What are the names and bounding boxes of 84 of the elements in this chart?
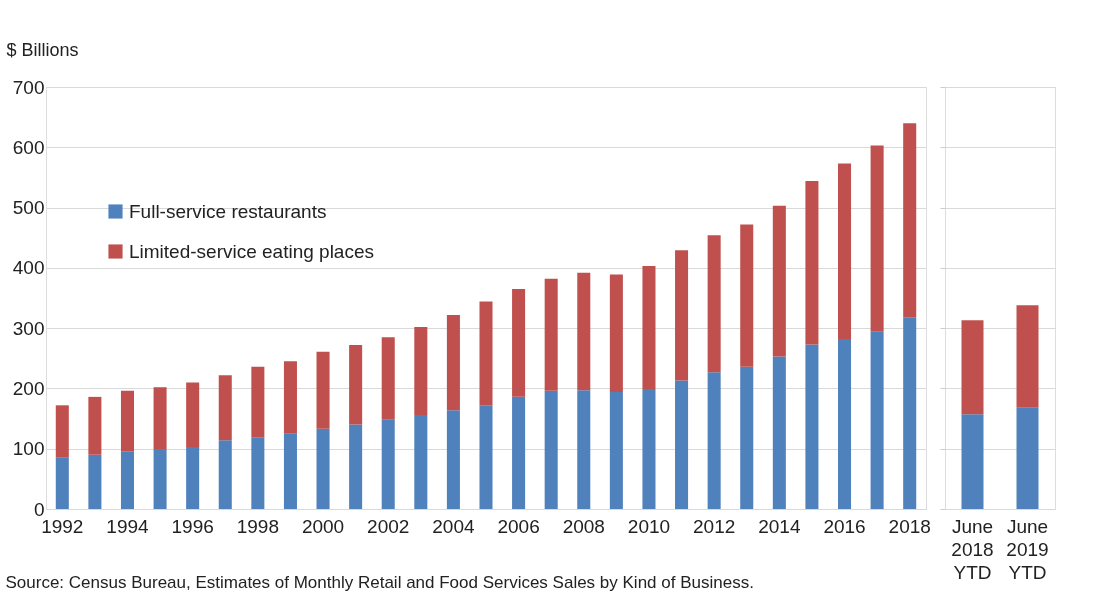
bar — [772, 356, 786, 509]
bar — [414, 414, 428, 509]
bar — [642, 389, 656, 509]
bar — [961, 320, 984, 415]
x-tick-label: 2016 — [823, 515, 866, 537]
bar — [642, 266, 656, 390]
bar — [283, 433, 297, 509]
bar — [120, 390, 134, 452]
x-tick-label: 2018 — [888, 515, 931, 537]
bar — [153, 387, 167, 450]
y-tick-label: 100 — [12, 438, 45, 460]
bar — [479, 405, 493, 509]
bar — [512, 288, 526, 397]
bar — [55, 405, 69, 458]
bar — [544, 278, 558, 391]
x-tick-label: 1996 — [171, 515, 214, 537]
bar — [1016, 305, 1039, 408]
bar — [903, 317, 917, 509]
bar — [349, 345, 363, 425]
legend-label: Full-service restaurants — [129, 200, 327, 222]
bar — [88, 454, 102, 509]
x-tick-label: 1994 — [106, 515, 150, 537]
x-tick-label: 2002 — [367, 515, 410, 537]
bar — [838, 163, 852, 339]
bar — [512, 396, 526, 509]
x-tick-label: 2010 — [627, 515, 671, 537]
bar — [218, 440, 232, 509]
bar — [609, 392, 623, 509]
bar — [316, 428, 330, 509]
x-tick-label: June 2018 YTD — [951, 515, 994, 583]
bar — [544, 390, 558, 509]
bar — [707, 372, 721, 509]
bar — [1016, 407, 1039, 509]
bar — [961, 414, 984, 509]
bar — [609, 274, 623, 393]
bar — [88, 396, 102, 455]
x-tick-label: 2004 — [432, 515, 475, 537]
x-tick-label: 1998 — [236, 515, 279, 537]
y-tick-label: 300 — [12, 317, 45, 339]
legend-label: Limited-service eating places — [129, 240, 375, 262]
bar — [675, 250, 689, 381]
bar — [577, 390, 591, 509]
bar — [186, 382, 200, 447]
bar — [740, 366, 754, 509]
bar — [349, 424, 363, 509]
bar — [740, 224, 754, 367]
bar — [446, 410, 460, 509]
x-tick-label: 2014 — [758, 515, 801, 537]
x-tick-label: 2006 — [497, 515, 540, 537]
y-tick-label: 700 — [12, 76, 45, 98]
bar — [707, 235, 721, 373]
bar — [381, 337, 395, 420]
bar — [251, 437, 265, 509]
bar — [316, 351, 330, 429]
bar — [120, 451, 134, 509]
bar — [870, 145, 884, 332]
bar — [870, 331, 884, 509]
bar — [283, 361, 297, 434]
bar — [446, 314, 460, 411]
bar — [772, 205, 786, 357]
bar — [838, 338, 852, 509]
bar — [218, 375, 232, 441]
bar — [381, 419, 395, 509]
x-tick-label: 2000 — [301, 515, 345, 537]
y-tick-label: 600 — [12, 136, 45, 158]
x-tick-label: 2012 — [693, 515, 736, 537]
bar — [675, 380, 689, 509]
y-axis-title: $ Billions — [6, 39, 79, 60]
y-tick-label: 400 — [12, 257, 45, 279]
source-note: Source: Census Bureau, Estimates of Monthly Retail and Food Services Sales by Kind of Business. — [5, 572, 754, 592]
bar — [55, 457, 69, 509]
y-tick-label: 500 — [12, 197, 45, 219]
bar — [153, 449, 167, 509]
y-tick-label: 200 — [12, 377, 45, 399]
bar — [805, 181, 819, 345]
bar — [577, 272, 591, 391]
bar — [479, 301, 493, 406]
bar — [414, 326, 428, 415]
bar — [186, 446, 200, 509]
bar — [251, 366, 265, 438]
x-tick-label: June 2019 YTD — [1006, 515, 1049, 583]
bar — [805, 344, 819, 509]
x-tick-label: 2008 — [562, 515, 605, 537]
bar — [903, 123, 917, 318]
